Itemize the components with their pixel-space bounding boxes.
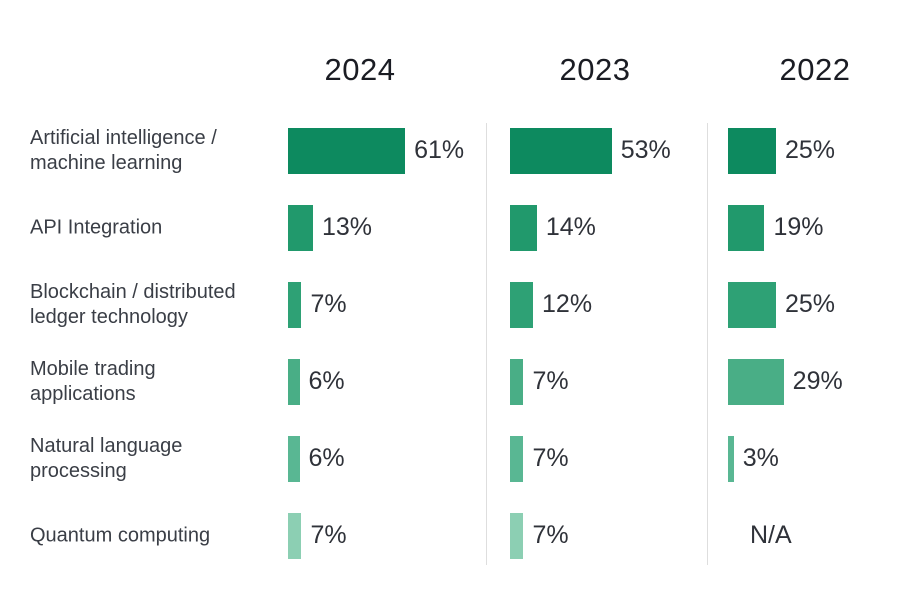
column-header-2024: 2024 <box>324 52 396 87</box>
bar <box>288 358 300 405</box>
table-row: Mobile trading applications 6% 7% 29% <box>0 343 900 420</box>
bar-value-label: N/A <box>750 521 792 549</box>
bar-cell: 12% <box>510 266 592 343</box>
bar-value-label: 3% <box>742 444 779 472</box>
bar-cell: 7% <box>510 343 569 420</box>
bar-cell: 29% <box>728 343 843 420</box>
bar <box>288 281 302 328</box>
bar <box>510 512 524 559</box>
bar-cell: 61% <box>288 112 464 189</box>
bar <box>728 204 765 251</box>
column-divider <box>707 123 708 565</box>
bar-cell: 3% <box>728 420 779 497</box>
column-header-2022: 2022 <box>779 52 851 87</box>
bar <box>728 358 784 405</box>
bar <box>288 435 300 482</box>
table-row: API Integration 13% 14% 19% <box>0 189 900 266</box>
bar-cell: 6% <box>288 420 345 497</box>
bar-cell: 7% <box>288 497 347 574</box>
bar-value-label: 25% <box>785 290 836 318</box>
bar <box>510 127 612 174</box>
bar <box>288 204 313 251</box>
bar <box>288 512 302 559</box>
bar-cell: 25% <box>728 112 835 189</box>
table-row: Blockchain / distributed ledger technolo… <box>0 266 900 343</box>
bar-cell: 7% <box>510 497 569 574</box>
bar-value-label: 7% <box>310 290 347 318</box>
bar-cell: N/A <box>728 497 792 574</box>
row-label: Artificial intelligence / machine learni… <box>30 126 217 174</box>
bar-value-label: 7% <box>310 521 347 549</box>
row-label: API Integration <box>30 216 163 238</box>
table-row: Natural language processing 6% 7% 3% <box>0 420 900 497</box>
bar-value-label: 12% <box>542 290 593 318</box>
bar-value-label: 6% <box>308 367 345 395</box>
bar-value-label: 29% <box>792 367 843 395</box>
bar-cell: 25% <box>728 266 835 343</box>
bar-cell: 53% <box>510 112 671 189</box>
bar-value-label: 19% <box>773 213 824 241</box>
row-label: Quantum computing <box>30 524 211 546</box>
bar-cell: 13% <box>288 189 372 266</box>
table-row: Artificial intelligence / machine learni… <box>0 112 900 189</box>
bar-value-label: 13% <box>321 213 372 241</box>
bar <box>728 281 776 328</box>
bar <box>288 127 406 174</box>
bar-value-label: 7% <box>532 367 569 395</box>
bar-cell: 7% <box>510 420 569 497</box>
bar-value-label: 7% <box>532 521 569 549</box>
bar-value-label: 53% <box>620 136 671 164</box>
bar <box>510 281 534 328</box>
bar <box>510 358 524 405</box>
column-divider <box>486 123 487 565</box>
bar <box>510 435 524 482</box>
row-label: Natural language processing <box>30 434 183 482</box>
row-label: Mobile trading applications <box>30 357 156 405</box>
bar-value-label: 7% <box>532 444 569 472</box>
bar-value-label: 6% <box>308 444 345 472</box>
bar <box>510 204 537 251</box>
bar-value-label: 25% <box>785 136 836 164</box>
bar <box>728 435 734 482</box>
bar-cell: 14% <box>510 189 596 266</box>
bar-cell: 7% <box>288 266 347 343</box>
column-header-2023: 2023 <box>559 52 631 87</box>
bar-value-label: 14% <box>545 213 596 241</box>
bar-value-label: 61% <box>414 136 465 164</box>
bar-cell: 6% <box>288 343 345 420</box>
row-label: Blockchain / distributed ledger technolo… <box>30 280 236 328</box>
table-row: Quantum computing 7% 7% N/A <box>0 497 900 574</box>
bar <box>728 127 776 174</box>
bar-cell: 19% <box>728 189 824 266</box>
